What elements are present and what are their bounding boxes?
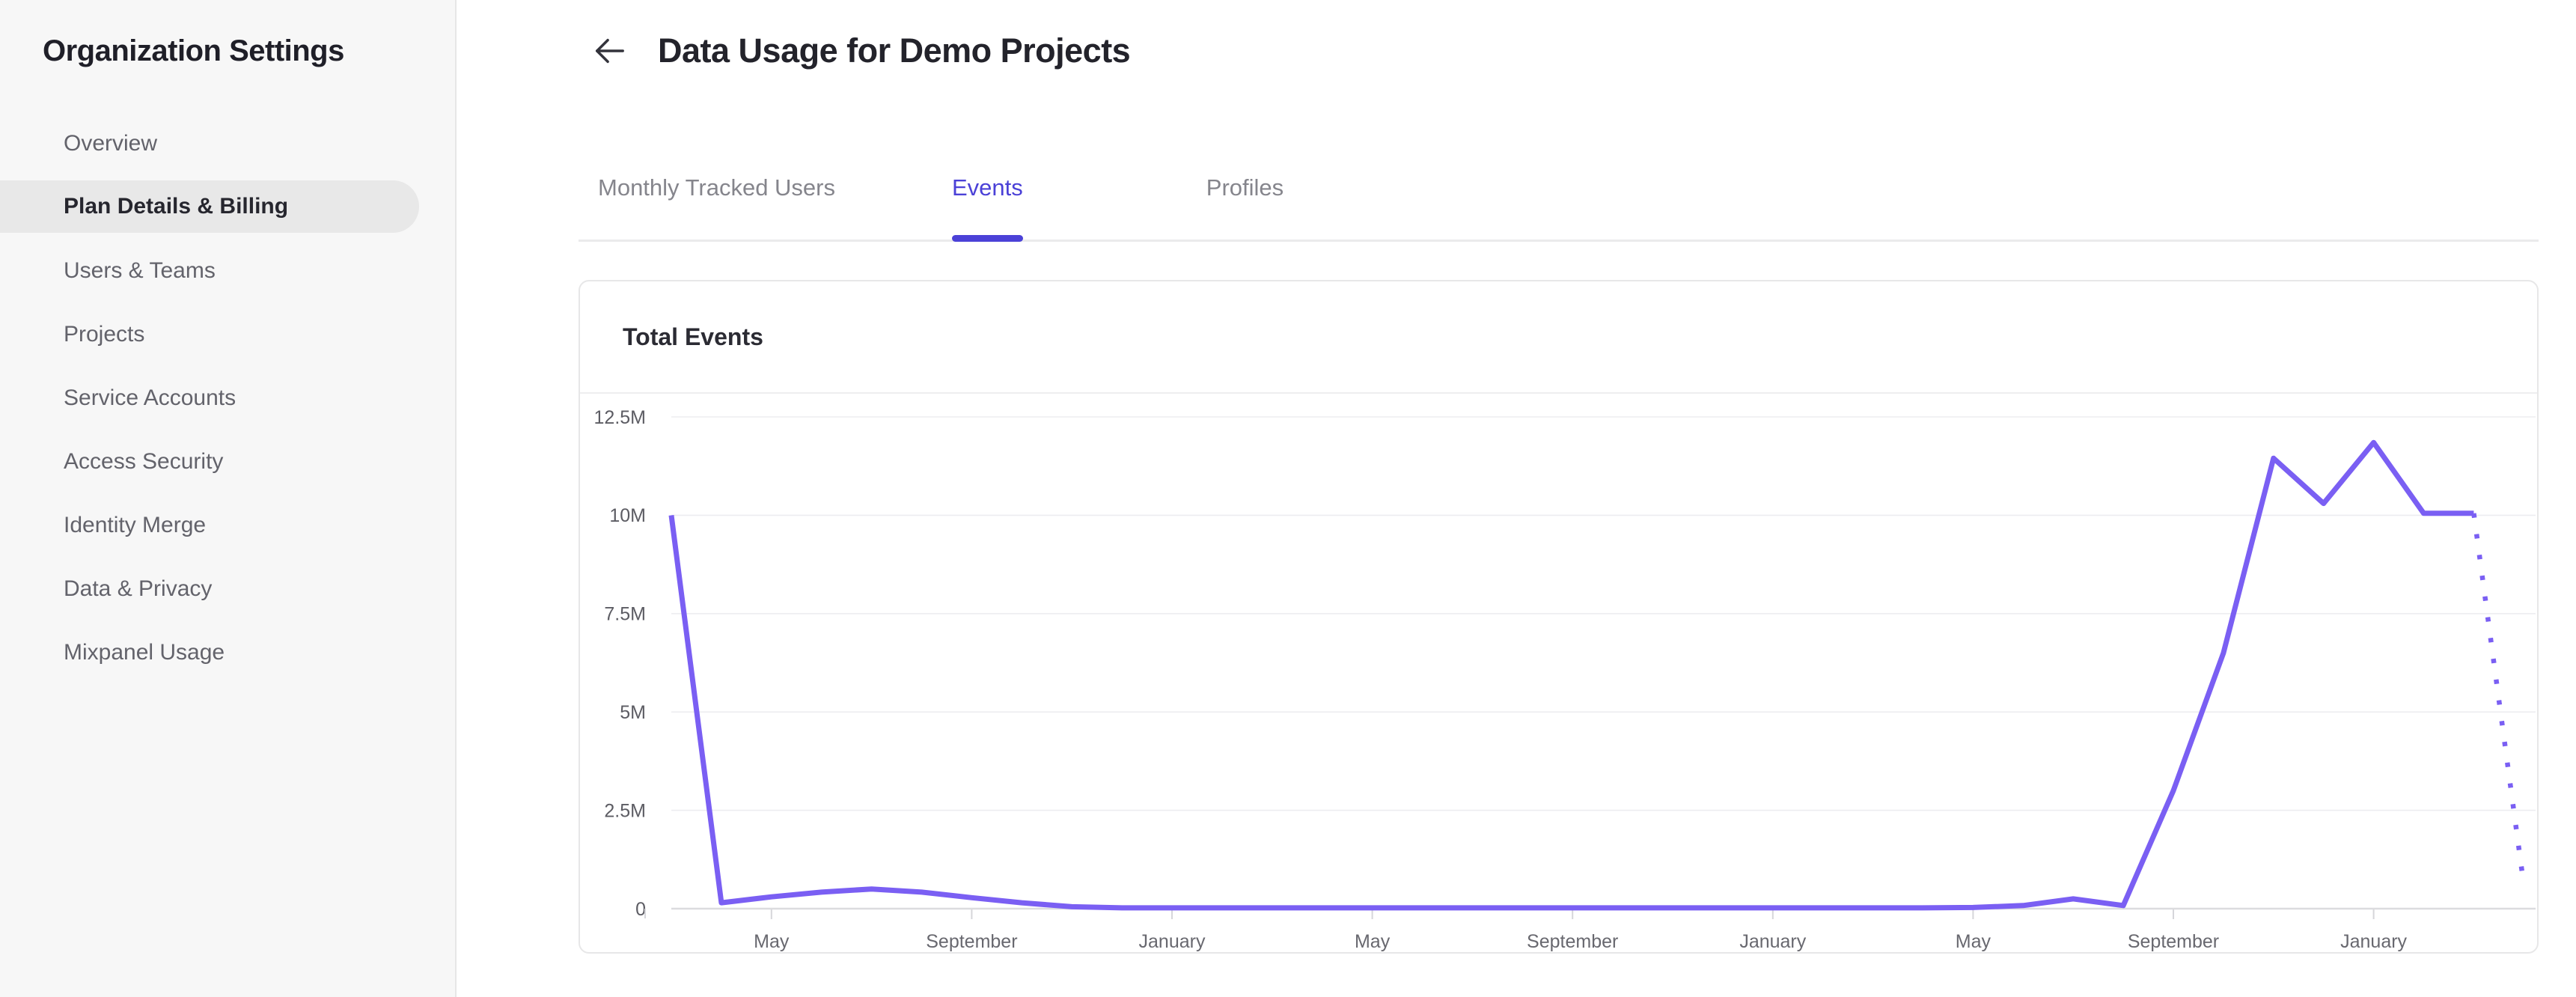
sidebar-title: Organization Settings	[43, 34, 344, 67]
organization-settings-sidebar: Organization Settings Overview Plan Detai…	[0, 0, 457, 997]
y-tick-label: 7.5M	[604, 604, 646, 625]
x-tick-label: September	[1527, 931, 1618, 952]
sidebar-item-service-accounts[interactable]: Service Accounts	[64, 385, 236, 410]
card-title: Total Events	[623, 323, 763, 350]
back-button[interactable]	[589, 31, 629, 71]
y-tick-label: 10M	[609, 505, 646, 526]
x-tick-label: May	[1956, 931, 1991, 952]
y-tick-label: 5M	[620, 702, 646, 723]
sidebar-item-overview[interactable]: Overview	[64, 130, 158, 156]
sidebar-nav: Overview Plan Details & Billing Users & Te…	[0, 112, 455, 684]
sidebar-item-users-teams[interactable]: Users & Teams	[64, 257, 216, 283]
total-events-card: Total Events 12.5M 10M 7.5M 5M 2.5M 0 May Septe…	[579, 280, 2539, 954]
tab-profiles[interactable]: Profiles	[1206, 174, 1284, 201]
sidebar-item-projects[interactable]: Projects	[64, 321, 145, 347]
events-line-projection-dotted	[2471, 513, 2527, 885]
sidebar-item-identity-merge[interactable]: Identity Merge	[64, 512, 207, 537]
card-header: Total Events	[580, 281, 2537, 394]
x-tick-label: January	[1739, 931, 1806, 952]
tab-events[interactable]: Events	[952, 135, 1023, 242]
y-tick-label: 0	[635, 899, 646, 920]
x-tick-label: January	[1139, 931, 1206, 952]
arrow-left-icon	[595, 38, 624, 64]
total-events-line-chart: 12.5M 10M 7.5M 5M 2.5M 0 May September January Ma…	[594, 407, 2536, 952]
sidebar-item-plan-details-billing[interactable]: Plan Details & Billing	[0, 180, 419, 233]
tab-bar: Monthly Tracked Users Events Profiles	[579, 135, 2539, 242]
x-tick-label: September	[926, 931, 1017, 952]
x-tick-label: May	[754, 931, 790, 952]
page-header: Data Usage for Demo Projects	[579, 30, 2576, 72]
y-tick-label: 2.5M	[604, 800, 646, 821]
y-tick-label: 12.5M	[594, 407, 646, 428]
x-tick-label: May	[1355, 931, 1391, 952]
x-tick-label: September	[2128, 931, 2219, 952]
page-title: Data Usage for Demo Projects	[658, 31, 1131, 70]
events-line-solid	[668, 439, 2474, 911]
x-tick-label: January	[2340, 931, 2407, 952]
sidebar-item-access-security[interactable]: Access Security	[64, 448, 224, 474]
total-events-chart: 12.5M 10M 7.5M 5M 2.5M 0 May September January Ma…	[580, 394, 2537, 952]
sidebar-item-data-privacy[interactable]: Data & Privacy	[64, 576, 213, 601]
main-panel: Data Usage for Demo Projects Monthly Tra…	[458, 0, 2576, 997]
sidebar-item-mixpanel-usage[interactable]: Mixpanel Usage	[64, 639, 225, 665]
tab-monthly-tracked-users[interactable]: Monthly Tracked Users	[598, 174, 835, 201]
